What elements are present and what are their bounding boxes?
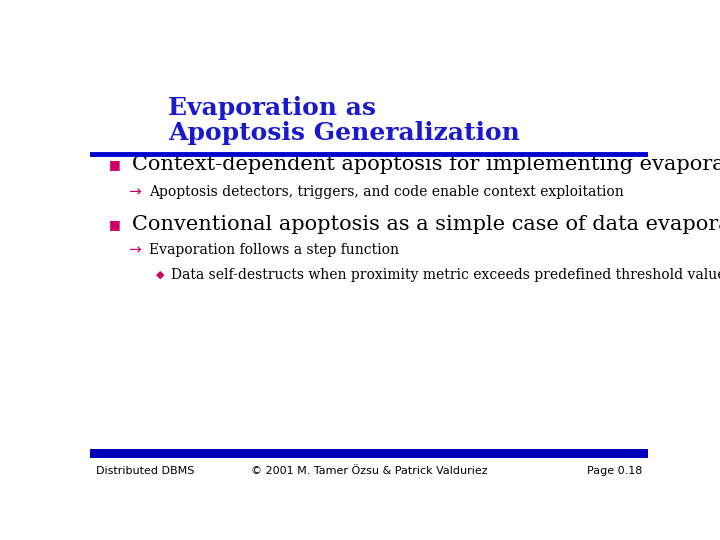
FancyBboxPatch shape <box>90 449 648 458</box>
Text: © 2001 M. Tamer Özsu & Patrick Valduriez: © 2001 M. Tamer Özsu & Patrick Valduriez <box>251 467 487 476</box>
Text: ■: ■ <box>109 218 121 231</box>
Text: Data self-destructs when proximity metric exceeds predefined threshold value: Data self-destructs when proximity metri… <box>171 268 720 282</box>
Text: Context-dependent apoptosis for implementing evaporation: Context-dependent apoptosis for implemen… <box>132 155 720 174</box>
Text: Distributed DBMS: Distributed DBMS <box>96 467 194 476</box>
Text: →: → <box>128 242 141 258</box>
Text: Apoptosis detectors, triggers, and code enable context exploitation: Apoptosis detectors, triggers, and code … <box>148 185 624 199</box>
Text: ■: ■ <box>109 158 121 171</box>
Text: Evaporation follows a step function: Evaporation follows a step function <box>148 243 399 257</box>
Text: Apoptosis Generalization: Apoptosis Generalization <box>168 122 520 145</box>
Text: Evaporation as: Evaporation as <box>168 97 376 120</box>
Text: Page 0.18: Page 0.18 <box>587 467 642 476</box>
Text: ◆: ◆ <box>156 270 164 280</box>
Text: →: → <box>128 184 141 199</box>
Text: Conventional apoptosis as a simple case of data evaporation: Conventional apoptosis as a simple case … <box>132 215 720 234</box>
